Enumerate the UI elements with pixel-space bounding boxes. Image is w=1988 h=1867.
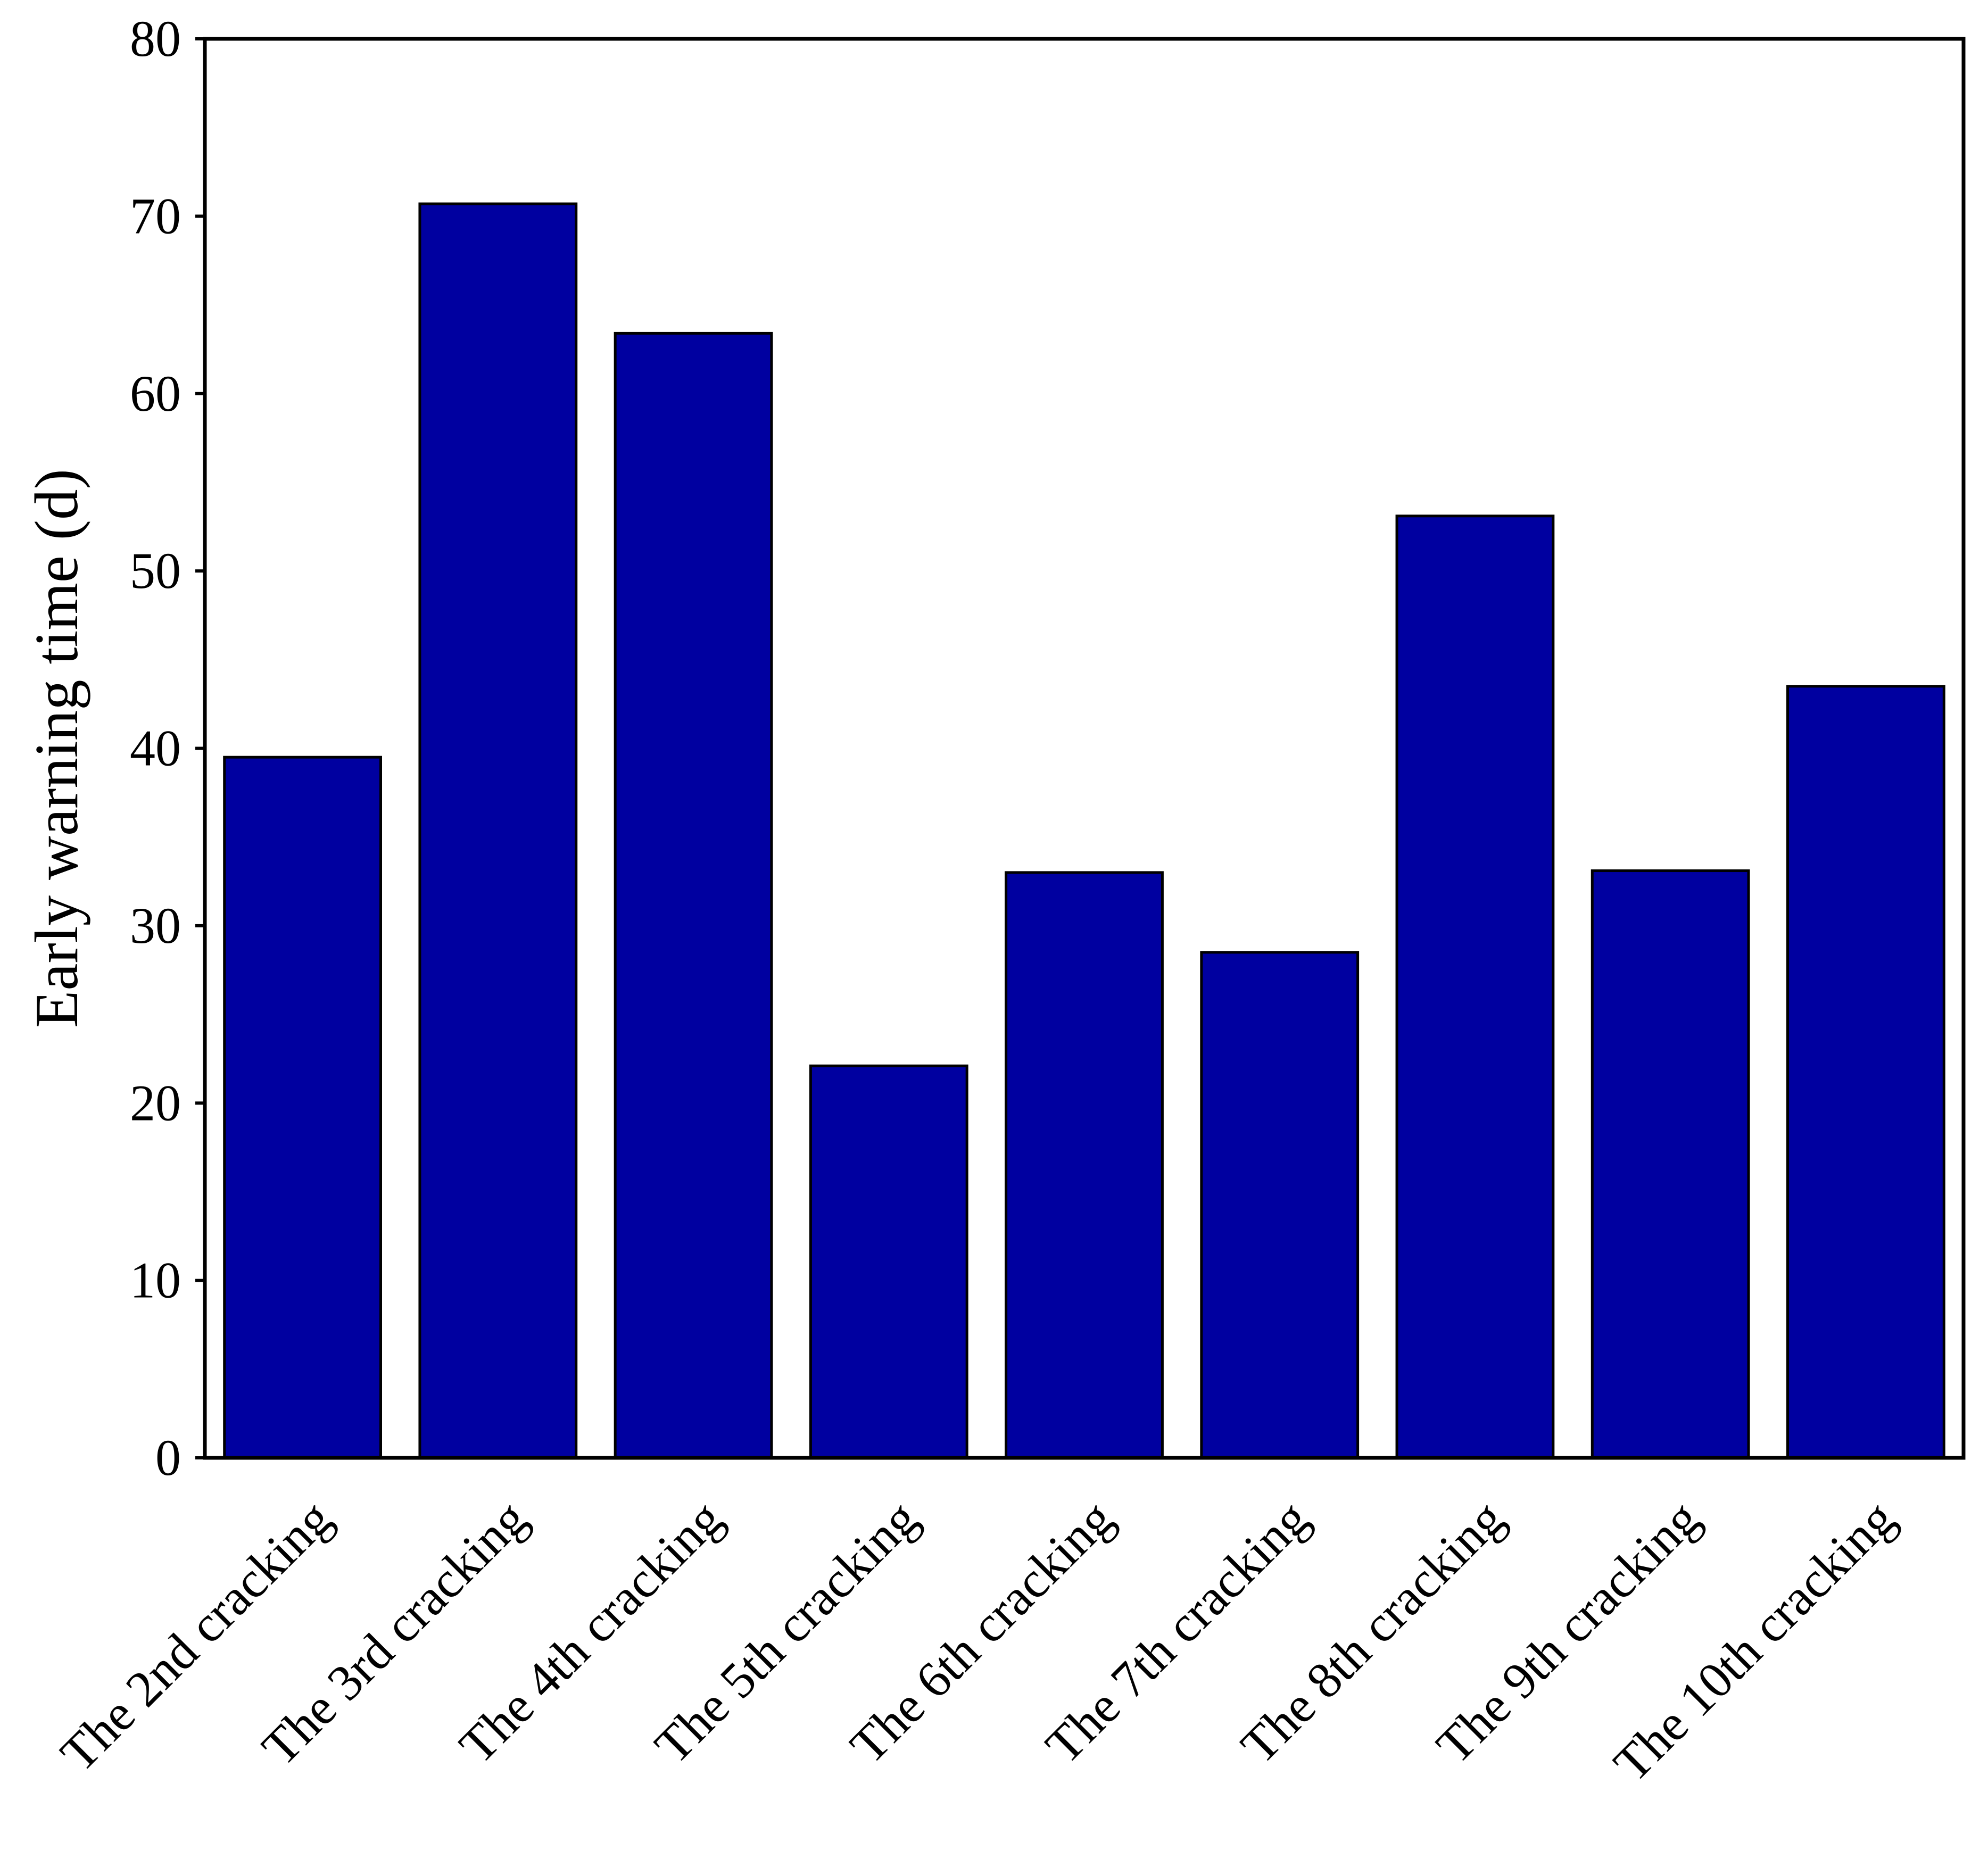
bar bbox=[1395, 515, 1555, 1459]
y-tick-label: 70 bbox=[130, 187, 181, 244]
y-tick-label: 30 bbox=[130, 897, 181, 954]
y-tick-label: 60 bbox=[130, 365, 181, 422]
bars-group bbox=[223, 202, 1945, 1459]
bar bbox=[418, 202, 578, 1459]
bar bbox=[1005, 871, 1164, 1459]
y-axis: 0 10 20 30 40 50 60 70 80 bbox=[130, 10, 205, 1486]
y-tick-label: 0 bbox=[155, 1429, 181, 1486]
y-tick-label: 40 bbox=[130, 720, 181, 777]
y-tick-label: 10 bbox=[130, 1252, 181, 1309]
y-tick-label: 20 bbox=[130, 1074, 181, 1131]
bar bbox=[809, 1064, 968, 1459]
bar bbox=[1200, 951, 1360, 1459]
bar bbox=[223, 756, 382, 1459]
y-tick-label: 50 bbox=[130, 542, 181, 599]
bar bbox=[1786, 685, 1945, 1459]
y-tick-label: 80 bbox=[130, 10, 181, 67]
bar bbox=[1591, 869, 1750, 1459]
bar bbox=[614, 331, 773, 1459]
y-axis-title: Early warning time (d) bbox=[23, 469, 90, 1028]
